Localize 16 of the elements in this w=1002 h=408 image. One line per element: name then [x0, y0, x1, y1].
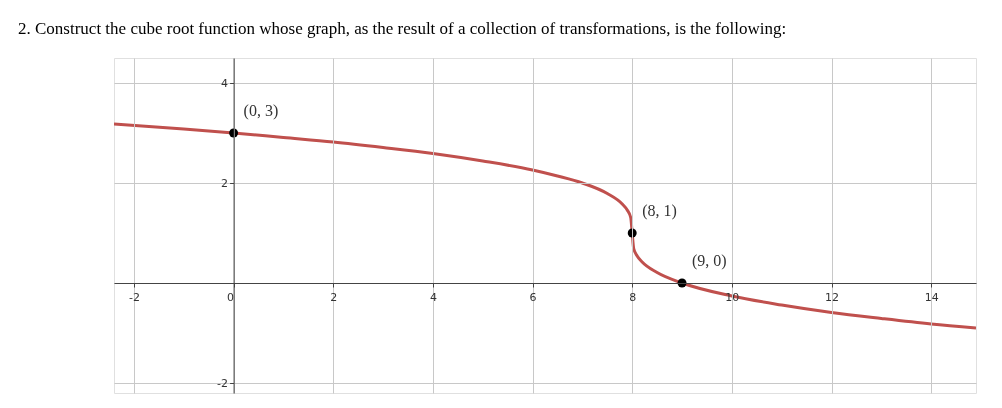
- line-series: [114, 122, 976, 330]
- x-tick-label: 14: [924, 290, 939, 304]
- x-tick-label: 6: [529, 290, 537, 304]
- x-tick-label: 4: [429, 290, 437, 304]
- x-tick-label: 0: [227, 290, 235, 304]
- annotation: (0, 3): [243, 102, 279, 120]
- x-tick-label: -2: [128, 290, 140, 304]
- x-tick-label: 8: [629, 290, 637, 304]
- y-tick-label: -2: [217, 376, 229, 390]
- annotation: (9, 0): [692, 252, 727, 270]
- annotation: (8, 1): [642, 202, 677, 220]
- chart-title: 2. Construct the cube root function whose graph, as the result of a collection of transformations, is the following:: [18, 19, 787, 38]
- y-tick-label: 2: [221, 176, 229, 190]
- x-tick-label: 2: [330, 290, 338, 304]
- y-tick-label: 4: [221, 76, 229, 90]
- x-tick-label: 12: [825, 290, 839, 304]
